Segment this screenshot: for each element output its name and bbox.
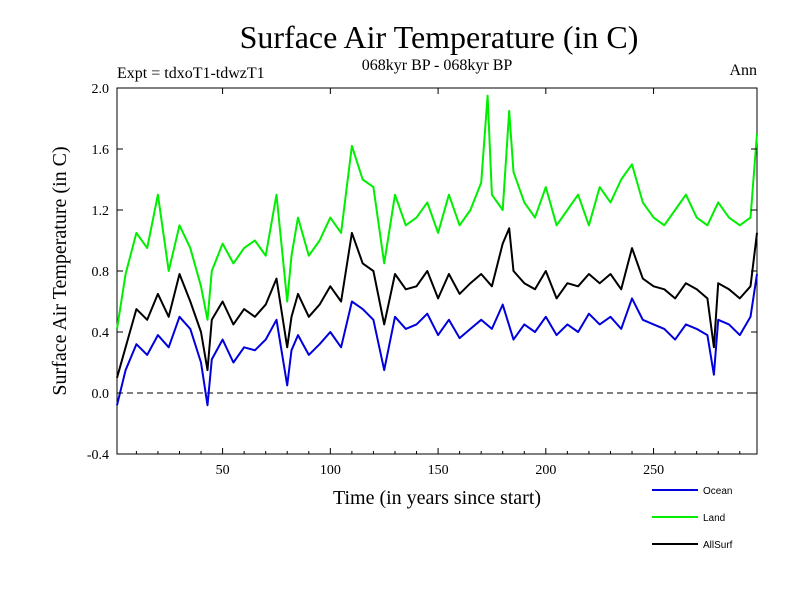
series-layer [116, 94, 758, 407]
x-tick-label: 250 [643, 463, 664, 478]
x-tick-label: 200 [535, 463, 556, 478]
legend-label-allsurf: AllSurf [703, 540, 733, 551]
x-tick-label: 100 [320, 463, 341, 478]
legend: Ocean Land AllSurf [652, 486, 733, 551]
y-axis-label: Surface Air Temperature (in C) [49, 146, 71, 395]
period-subtitle: 068kyr BP - 068kyr BP [362, 57, 513, 74]
x-tick-label: 50 [216, 463, 230, 478]
y-tick-label: 1.2 [92, 204, 110, 219]
y-tick-label: 0.4 [92, 326, 110, 341]
legend-label-ocean: Ocean [703, 486, 732, 497]
y-tick-label: -0.4 [87, 448, 109, 463]
y-tick-label: 2.0 [92, 82, 110, 97]
series-line-ocean [116, 273, 758, 407]
y-tick-label: 0.0 [92, 387, 110, 402]
plot-frame [116, 87, 758, 455]
series-line-allsurf [116, 227, 758, 379]
y-tick-label: 1.6 [92, 143, 110, 158]
series-line-land [116, 94, 758, 330]
axis-layer: 50 100 150 200 250 -0.4 0.0 0.4 0.8 1.2 1.6 2.0 [87, 82, 757, 478]
y-tick-label: 0.8 [92, 265, 110, 280]
season-label: Ann [729, 62, 757, 79]
chart-title: Surface Air Temperature (in C) [240, 19, 639, 55]
legend-label-land: Land [703, 513, 725, 524]
experiment-label: Expt = tdxoT1-tdwzT1 [117, 65, 265, 82]
x-axis-label: Time (in years since start) [333, 487, 541, 509]
x-tick-label: 150 [428, 463, 449, 478]
